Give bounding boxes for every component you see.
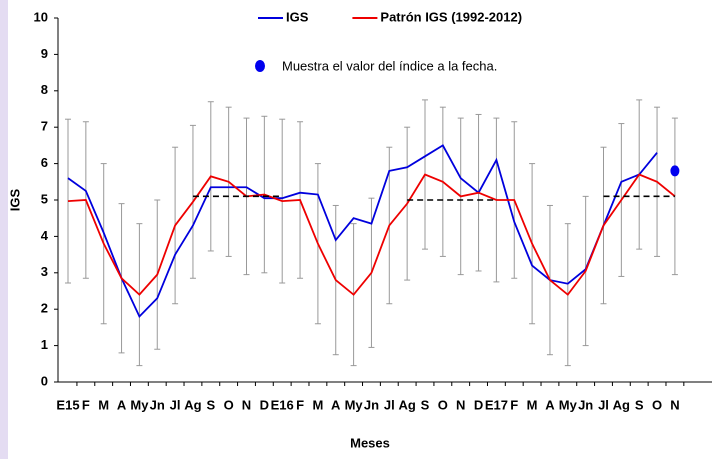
y-tick-label: 2 — [41, 301, 48, 316]
x-tick-label: S — [206, 397, 215, 412]
x-tick-label: Ag — [613, 397, 630, 412]
x-tick-label: My — [130, 397, 149, 412]
y-tick-label: 6 — [41, 155, 48, 170]
y-tick-label: 10 — [34, 9, 48, 24]
x-tick-label: E17 — [485, 397, 508, 412]
x-tick-label: Jn — [578, 397, 593, 412]
legend-label: Muestra el valor del índice a la fecha. — [282, 58, 497, 73]
x-axis-title: Meses — [350, 435, 390, 450]
legend-marker — [255, 60, 265, 72]
x-tick-label: F — [510, 397, 518, 412]
y-tick-label: 8 — [41, 82, 48, 97]
x-tick-label: F — [82, 397, 90, 412]
x-tick-label: N — [670, 397, 679, 412]
x-tick-label: M — [98, 397, 109, 412]
legend-label: Patrón IGS (1992-2012) — [380, 9, 522, 24]
x-tick-label: A — [331, 397, 341, 412]
y-tick-label: 0 — [41, 373, 48, 388]
x-tick-label: M — [527, 397, 538, 412]
x-tick-label: D — [260, 397, 269, 412]
x-tick-label: N — [456, 397, 465, 412]
x-tick-label: O — [224, 397, 234, 412]
x-tick-label: My — [345, 397, 364, 412]
average-line — [192, 195, 675, 201]
series-line — [67, 173, 676, 296]
x-tick-label: My — [559, 397, 578, 412]
point-marker — [670, 165, 680, 177]
y-axis-title: IGS — [7, 188, 22, 211]
side-strip — [0, 0, 8, 459]
series-line — [67, 144, 658, 319]
x-tick-label: M — [312, 397, 323, 412]
x-tick-label: D — [474, 397, 483, 412]
x-tick-label: S — [635, 397, 644, 412]
x-tick-label: Ag — [184, 397, 201, 412]
x-tick-label: F — [296, 397, 304, 412]
x-tick-label: Jl — [598, 397, 609, 412]
x-tick-label: E15 — [56, 397, 79, 412]
x-tick-label: N — [242, 397, 251, 412]
x-tick-label: Jl — [384, 397, 395, 412]
x-tick-label: A — [545, 397, 555, 412]
legend-label: IGS — [286, 9, 309, 24]
y-tick-label: 7 — [41, 119, 48, 134]
error-bar — [65, 118, 71, 284]
y-tick-label: 9 — [41, 46, 48, 61]
y-tick-label: 1 — [41, 337, 48, 352]
x-tick-label: Jl — [170, 397, 181, 412]
x-tick-label: S — [421, 397, 430, 412]
x-tick-label: A — [117, 397, 127, 412]
x-tick-label: Jn — [150, 397, 165, 412]
x-tick-label: E16 — [271, 397, 294, 412]
x-tick-label: O — [652, 397, 662, 412]
y-tick-label: 3 — [41, 264, 48, 279]
x-tick-label: Jn — [364, 397, 379, 412]
y-tick-label: 5 — [41, 191, 48, 206]
x-tick-label: Ag — [398, 397, 415, 412]
y-tick-label: 4 — [41, 228, 49, 243]
x-tick-label: O — [438, 397, 448, 412]
